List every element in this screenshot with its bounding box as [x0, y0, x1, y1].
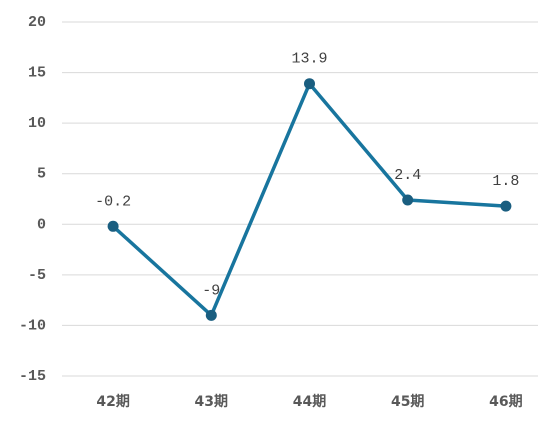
- data-label: -9: [202, 282, 220, 299]
- y-tick-label: 15: [28, 65, 46, 82]
- data-label: 13.9: [291, 51, 327, 68]
- point: [402, 194, 414, 206]
- line: [111, 81, 507, 318]
- data-label: 2.4: [394, 167, 421, 184]
- y-tick-label: -10: [19, 317, 46, 334]
- data-label: 1.8: [492, 173, 519, 190]
- x-tick-label: 45期: [391, 394, 424, 410]
- point: [205, 309, 217, 321]
- y-tick-label: -15: [19, 368, 46, 385]
- point: [500, 200, 512, 212]
- point: [304, 78, 315, 90]
- x-tick-label: 42期: [96, 394, 129, 410]
- y-tick-label: -5: [28, 267, 46, 284]
- y-tick-label: 20: [28, 14, 46, 31]
- point: [107, 220, 119, 232]
- x-tick-label: 46期: [489, 394, 522, 410]
- x-tick-label: 43期: [195, 394, 228, 410]
- y-tick-label: 10: [28, 115, 46, 132]
- y-tick-label: 0: [37, 216, 46, 233]
- data-label: -0.2: [95, 193, 131, 210]
- x-tick-label: 44期: [293, 394, 326, 410]
- y-tick-label: 5: [37, 166, 46, 183]
